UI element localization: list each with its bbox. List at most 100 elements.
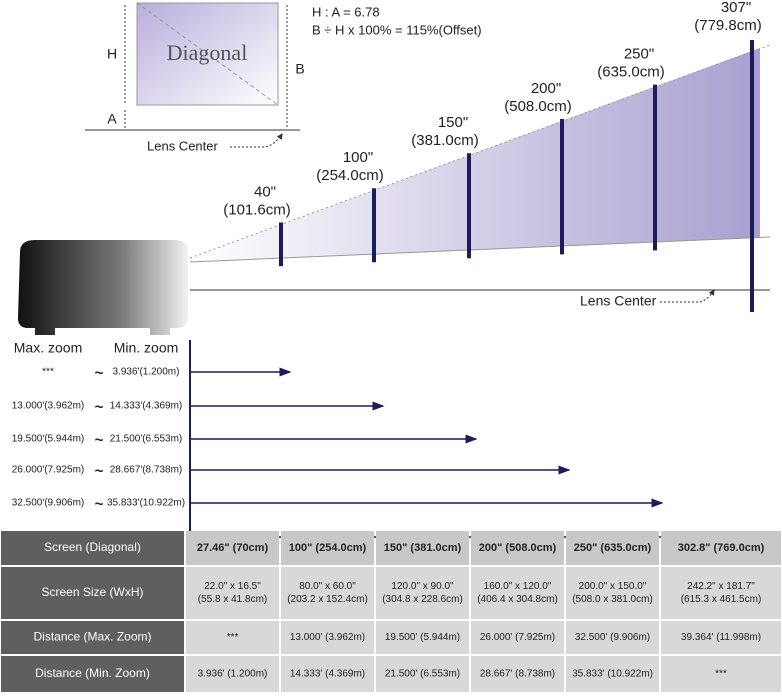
cell-text: 13.000' (3.962m) bbox=[290, 632, 365, 643]
screen-metric: (254.0cm) bbox=[316, 167, 384, 184]
cell-text: (615.3 x 461.5cm) bbox=[681, 594, 762, 605]
screen-metric: (508.0cm) bbox=[504, 98, 572, 115]
cell-text: (304.8 x 228.6cm) bbox=[382, 594, 463, 605]
screen-size: 100" bbox=[343, 149, 373, 166]
cell-text: 3.936' (1.200m) bbox=[198, 669, 268, 680]
table-cell bbox=[281, 567, 374, 619]
table-cell bbox=[1, 621, 184, 654]
screen-metric: (635.0cm) bbox=[597, 64, 665, 81]
cell-text: 80.0" x 60.0" bbox=[299, 581, 356, 592]
screen-metric: (381.0cm) bbox=[411, 132, 479, 149]
zoom-header: Max. zoom bbox=[14, 340, 82, 356]
cell-text: 35.833' (10.922m) bbox=[572, 669, 653, 680]
lens-center-label: Lens Center bbox=[147, 138, 218, 153]
table-cell bbox=[186, 567, 279, 619]
table-cell bbox=[281, 621, 374, 654]
screen-size: 250" bbox=[624, 46, 654, 63]
row-label: Distance (Min. Zoom) bbox=[35, 666, 150, 680]
h-label: H bbox=[107, 46, 117, 62]
table-cell bbox=[376, 656, 469, 692]
cell-text: 200" (508.0cm) bbox=[479, 542, 557, 554]
cell-text: 150" (381.0cm) bbox=[384, 542, 462, 554]
table-cell bbox=[1, 656, 184, 692]
a-label: A bbox=[107, 111, 117, 127]
table-cell bbox=[661, 656, 781, 692]
max-zoom: 26.000'(7.925m) bbox=[12, 465, 85, 476]
lens-pointer bbox=[660, 289, 715, 303]
table-cell bbox=[1, 567, 184, 619]
screen-size: 40" bbox=[254, 183, 276, 200]
table-cell bbox=[281, 656, 374, 692]
max-zoom: 19.500'(5.944m) bbox=[12, 434, 85, 445]
table-cell bbox=[661, 567, 781, 619]
table-cell bbox=[471, 621, 564, 654]
table-cell bbox=[661, 621, 781, 654]
screen-metric: (779.8cm) bbox=[694, 17, 762, 34]
table-cell bbox=[376, 531, 469, 565]
table-cell bbox=[376, 621, 469, 654]
lens-center-label: Lens Center bbox=[580, 293, 657, 309]
screen-metric: (101.6cm) bbox=[223, 201, 291, 218]
cell-text: (55.8 x 41.8cm) bbox=[198, 594, 267, 605]
cell-text: 32.500' (9.906m) bbox=[575, 632, 650, 643]
cell-text: 28.667' (8.738m) bbox=[480, 669, 555, 680]
separator: ~ bbox=[95, 463, 104, 480]
cell-text: 302.8" (769.0cm) bbox=[678, 542, 765, 554]
table-cell bbox=[281, 531, 374, 565]
table-cell bbox=[186, 656, 279, 692]
min-zoom: 14.333'(4.369m) bbox=[110, 401, 183, 412]
cell-text: *** bbox=[227, 632, 239, 643]
cell-text: 39.364' (11.998m) bbox=[681, 632, 761, 643]
row-label: Screen (Diagonal) bbox=[44, 540, 141, 554]
projector bbox=[18, 240, 188, 335]
separator: ~ bbox=[95, 432, 104, 449]
cell-text: *** bbox=[715, 669, 727, 680]
row-label: Screen Size (WxH) bbox=[41, 585, 143, 599]
table-cell bbox=[566, 531, 659, 565]
cell-text: 19.500' (5.944m) bbox=[385, 632, 460, 643]
cell-text: 22.0" x 16.5" bbox=[204, 581, 261, 592]
cell-text: (508.0 x 381.0cm) bbox=[572, 594, 653, 605]
max-zoom: 13.000'(3.962m) bbox=[12, 401, 85, 412]
formula: H : A = 6.78 bbox=[312, 4, 380, 19]
cell-text: 27.46" (70cm) bbox=[197, 542, 269, 554]
diagonal-line bbox=[136, 2, 279, 106]
row-label: Distance (Max. Zoom) bbox=[33, 630, 151, 644]
cell-text: 100" (254.0cm) bbox=[289, 542, 367, 554]
cell-text: 250" (635.0cm) bbox=[574, 542, 652, 554]
table-cell bbox=[566, 567, 659, 619]
table-cell bbox=[471, 567, 564, 619]
min-zoom: 3.936'(1.200m) bbox=[113, 367, 180, 378]
beam-edge bbox=[189, 236, 771, 263]
table-cell bbox=[566, 656, 659, 692]
cell-text: 21.500' (6.553m) bbox=[385, 669, 460, 680]
cell-text: 242.2" x 181.7" bbox=[687, 581, 755, 592]
screen-size: 200" bbox=[531, 80, 561, 97]
separator: ~ bbox=[95, 399, 104, 416]
cell-text: 160.0" x 120.0" bbox=[484, 581, 552, 592]
cell-text: (203.2 x 152.4cm) bbox=[287, 594, 368, 605]
cell-text: 120.0" x 90.0" bbox=[391, 581, 454, 592]
table-cell bbox=[471, 531, 564, 565]
b-label: B bbox=[295, 61, 304, 77]
cell-text: 26.000' (7.925m) bbox=[480, 632, 555, 643]
lens-pointer bbox=[230, 133, 283, 148]
max-zoom: 32.500'(9.906m) bbox=[12, 498, 85, 509]
table-cell bbox=[1, 531, 184, 565]
separator: ~ bbox=[95, 365, 104, 382]
cell-text: 200.0" x 150.0" bbox=[579, 581, 647, 592]
max-zoom: *** bbox=[42, 367, 54, 378]
table-cell bbox=[186, 621, 279, 654]
table-cell bbox=[566, 621, 659, 654]
separator: ~ bbox=[95, 496, 104, 513]
diagonal-label: Diagonal bbox=[167, 40, 248, 65]
screen-size: 307" bbox=[721, 0, 751, 16]
min-zoom: 28.667'(8.738m) bbox=[110, 465, 183, 476]
cell-text: 14.333' (4.369m) bbox=[290, 669, 365, 680]
cell-text: (406.4 x 304.8cm) bbox=[477, 594, 558, 605]
zoom-header: Min. zoom bbox=[114, 340, 179, 356]
table-cell bbox=[471, 656, 564, 692]
min-zoom: 35.833'(10.922m) bbox=[107, 498, 185, 509]
